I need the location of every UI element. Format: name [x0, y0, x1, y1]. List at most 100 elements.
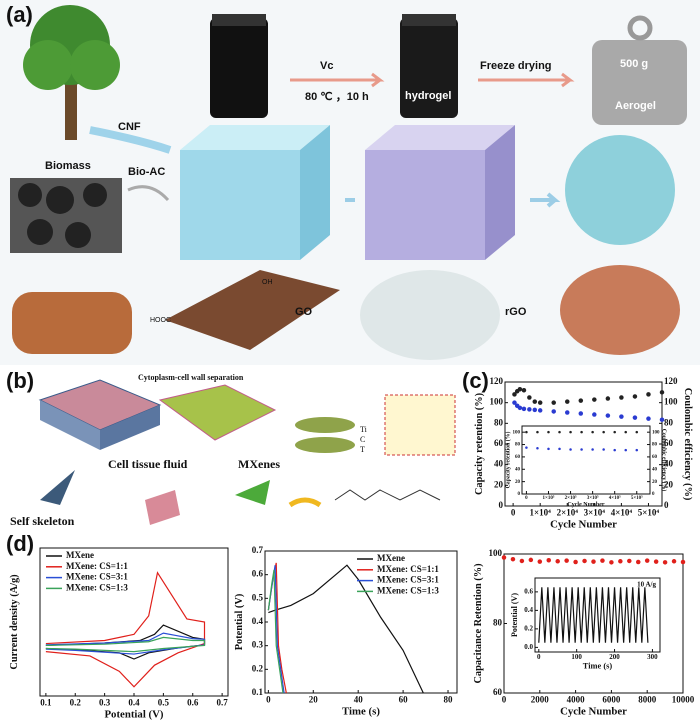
y-tick-label: 0.1	[252, 687, 264, 697]
data-point	[564, 558, 569, 563]
data-point	[537, 408, 543, 413]
y2-tick-label: 100	[652, 430, 660, 435]
data-point	[653, 559, 659, 564]
x-tick-label: 8000	[638, 694, 657, 704]
data-point	[527, 395, 532, 400]
x-tick-label: 200	[609, 653, 620, 661]
y-tick-label: 40	[494, 459, 504, 469]
data-point	[632, 415, 638, 420]
y-tick-label: 80	[494, 417, 504, 427]
panel-label: (d)	[6, 531, 34, 556]
plot-frame	[39, 547, 229, 697]
y2-tick-label: 0	[652, 492, 655, 497]
data-point	[525, 430, 528, 434]
data-point	[591, 430, 594, 434]
data-point	[555, 559, 560, 564]
data-point	[512, 392, 517, 397]
data-point	[525, 446, 528, 449]
y-tick-label: 20	[494, 479, 504, 489]
legend-label: MXene: CS=3:1	[377, 575, 439, 585]
data-point	[580, 430, 583, 434]
data-point	[618, 559, 623, 564]
x-tick-label: 6000	[602, 694, 621, 704]
data-point	[635, 430, 639, 434]
y-axis-label: Current density (A/g)	[9, 574, 20, 669]
data-point	[547, 447, 550, 451]
x-tick-label: 0.1	[40, 697, 52, 707]
y2-tick-label: 100	[664, 397, 678, 407]
legend-label: MXene: CS=3:1	[66, 572, 128, 582]
data-point	[517, 386, 523, 392]
data-point	[510, 556, 516, 562]
y-tick-label: 0.6	[252, 569, 264, 579]
label: 500 g	[620, 58, 648, 70]
x-tick-label: 0.6	[187, 697, 199, 707]
data-point	[602, 430, 605, 434]
data-point	[569, 448, 572, 451]
label: Self skeleton	[10, 514, 75, 528]
x-axis-label: Potential (V)	[104, 708, 163, 720]
x-tick-label: 300	[647, 653, 658, 661]
y-tick-label: 120	[490, 376, 504, 386]
data-point	[619, 395, 624, 400]
label: hydrogel	[405, 90, 451, 102]
legend-label: MXene: CS=1:3	[377, 585, 439, 595]
data-point	[547, 430, 550, 434]
y2-axis-label: Coulombic efficiency (%)	[661, 429, 668, 492]
y-tick-label: 100	[513, 430, 521, 435]
label: Biomass	[45, 160, 91, 172]
plot-frame	[264, 550, 458, 694]
x-axis-label: Time (s)	[342, 705, 380, 717]
data-point	[551, 409, 556, 414]
x-axis-label: Time (s)	[583, 662, 613, 671]
data-point	[624, 430, 627, 434]
x-axis-label: Cycle Number	[550, 518, 617, 530]
data-point	[602, 448, 605, 451]
data-point	[573, 559, 578, 565]
data-point	[659, 417, 665, 422]
data-point	[517, 405, 523, 411]
y2-axis-label: Coulombic efficiency (%)	[682, 388, 693, 501]
x-tick-label: 20	[309, 694, 319, 704]
data-point	[592, 397, 597, 402]
label: Aerogel	[615, 100, 656, 112]
x-tick-label: 2×10⁵	[565, 495, 577, 501]
y2-tick-label: 60	[652, 455, 658, 460]
panel-b-art	[38, 379, 456, 525]
data-point	[528, 557, 534, 563]
y-tick-label: 0.6	[524, 587, 533, 595]
data-point	[636, 559, 641, 565]
label: GO	[295, 306, 313, 318]
data-point	[632, 394, 638, 399]
label: 80 ℃ ，10 h	[305, 91, 369, 103]
legend-label: MXene: CS=1:1	[66, 561, 128, 571]
data-point	[609, 560, 614, 565]
data-point	[519, 558, 525, 564]
x-tick-label: 0	[511, 507, 516, 517]
x-tick-label: 4×10⁵	[609, 495, 621, 501]
data-point	[569, 430, 572, 434]
x-tick-label: 0	[525, 496, 528, 501]
legend-label: MXene	[66, 550, 94, 560]
data-point	[527, 407, 532, 412]
annotation: 10 A/g	[637, 581, 656, 589]
plot-frame	[521, 425, 651, 495]
x-tick-label: 0.2	[70, 697, 82, 707]
series-line	[267, 569, 284, 694]
x-tick-label: 10000	[672, 694, 695, 704]
data-point	[546, 558, 551, 563]
data-point	[536, 447, 539, 450]
y-axis-label: Capacity retention (%)	[504, 432, 511, 489]
y-tick-label: 100	[490, 397, 504, 407]
data-point	[558, 447, 561, 451]
legend-label: MXene: CS=1:3	[66, 582, 128, 592]
legend-label: MXene	[377, 553, 405, 563]
y-tick-label: 0	[499, 500, 504, 510]
x-tick-label: 0.5	[158, 697, 170, 707]
data-point	[671, 559, 677, 564]
x-tick-label: 4000	[567, 694, 586, 704]
x-tick-label: 4×10⁴	[611, 507, 633, 517]
x-tick-label: 100	[571, 653, 582, 661]
data-point	[605, 413, 611, 418]
